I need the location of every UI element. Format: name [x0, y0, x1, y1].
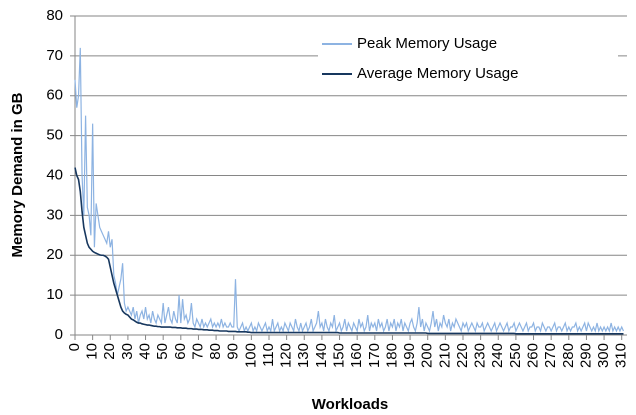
y-tick-label: 0: [55, 326, 63, 343]
x-tick-label: 260: [524, 343, 541, 368]
y-tick-label: 60: [46, 87, 63, 104]
x-tick-label: 170: [366, 343, 383, 368]
x-tick-label: 80: [207, 343, 224, 360]
x-tick-label: 220: [454, 343, 471, 368]
x-tick-label: 280: [560, 343, 577, 368]
x-tick-label: 160: [348, 343, 365, 368]
x-axis-title: Workloads: [312, 396, 388, 413]
x-tick-label: 60: [172, 343, 189, 360]
x-tick-label: 190: [401, 343, 418, 368]
x-tick-label: 150: [331, 343, 348, 368]
series-line: [74, 47, 625, 334]
x-tick-label: 270: [542, 343, 559, 368]
y-axis-title: Memory Demand in GB: [9, 92, 26, 257]
x-tick-label: 240: [489, 343, 506, 368]
x-tick-label: 20: [101, 343, 118, 360]
x-tick-label: 200: [419, 343, 436, 368]
x-tick-label: 100: [242, 343, 259, 368]
y-tick-label: 50: [46, 127, 63, 144]
x-tick-label: 140: [313, 343, 330, 368]
x-tick-label: 210: [436, 343, 453, 368]
x-tick-label: 40: [137, 343, 154, 360]
legend-label: Peak Memory Usage: [357, 35, 497, 52]
x-tick-label: 30: [119, 343, 136, 360]
y-tick-label: 10: [46, 286, 63, 303]
x-tick-label: 0: [66, 343, 83, 351]
legend-box: [318, 28, 618, 92]
y-tick-label: 70: [46, 47, 63, 64]
x-tick-label: 90: [225, 343, 242, 360]
y-tick-label: 30: [46, 206, 63, 223]
y-tick-label: 80: [46, 7, 63, 24]
x-tick-label: 120: [278, 343, 295, 368]
x-tick-label: 300: [595, 343, 612, 368]
x-tick-label: 50: [154, 343, 171, 360]
x-tick-label: 10: [84, 343, 101, 360]
x-tick-label: 130: [295, 343, 312, 368]
x-tick-label: 290: [577, 343, 594, 368]
x-tick-label: 180: [383, 343, 400, 368]
y-tick-label: 20: [46, 246, 63, 263]
x-tick-label: 230: [472, 343, 489, 368]
legend-label: Average Memory Usage: [357, 65, 518, 82]
x-tick-label: 310: [613, 343, 630, 368]
x-tick-label: 110: [260, 343, 277, 367]
x-tick-label: 250: [507, 343, 524, 368]
series-line: [74, 167, 624, 335]
y-tick-label: 40: [46, 166, 63, 183]
x-tick-label: 70: [189, 343, 206, 360]
